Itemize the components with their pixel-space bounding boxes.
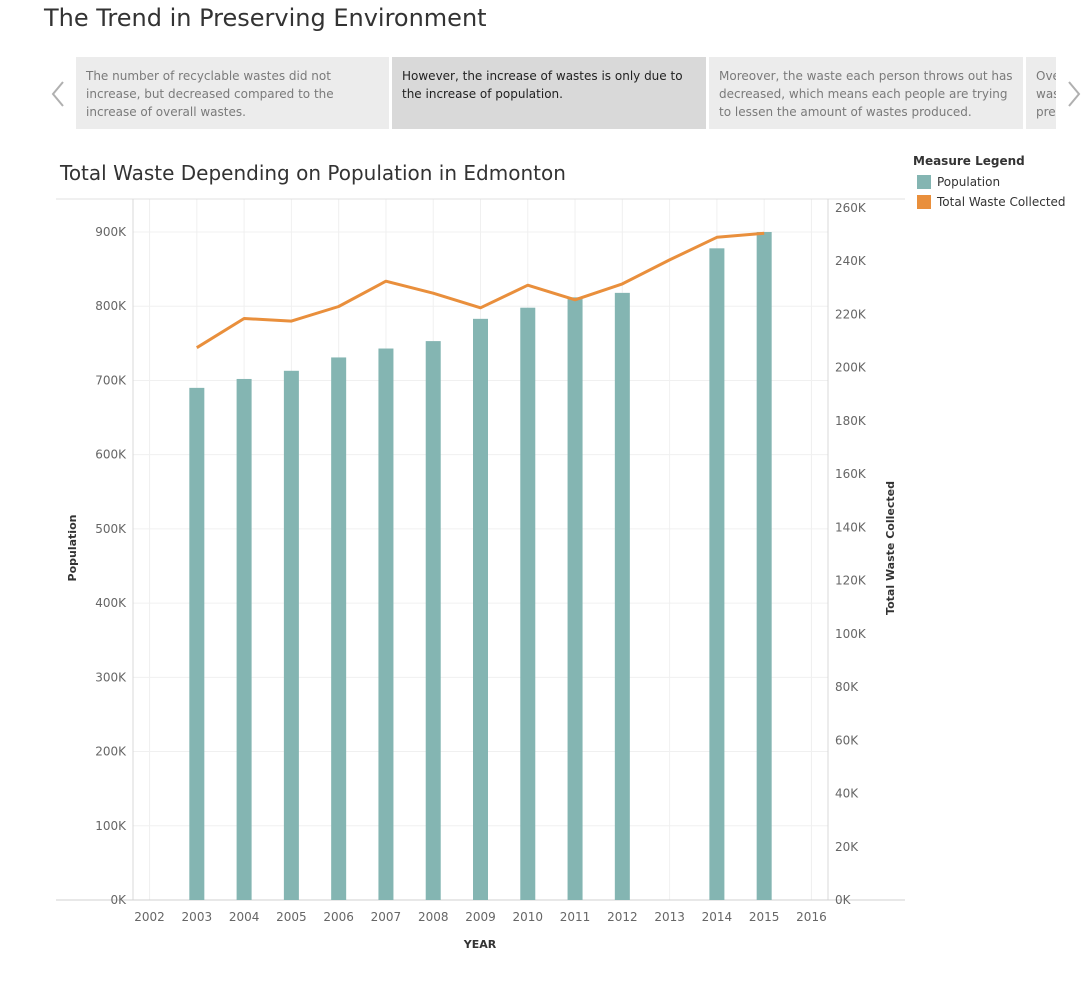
y-tick-label: 400K — [95, 596, 127, 610]
x-axis-title: YEAR — [463, 938, 497, 951]
legend-item-population[interactable]: Population — [913, 172, 1066, 192]
y2-tick-label: 0K — [835, 893, 852, 907]
measure-legend: Measure Legend Population Total Waste Co… — [913, 154, 1066, 212]
y2-tick-label: 220K — [835, 307, 867, 321]
chevron-left-icon[interactable] — [50, 80, 66, 108]
waste-line — [196, 231, 765, 349]
legend-swatch-total-waste — [917, 195, 931, 209]
story-point-3[interactable]: Moreover, the waste each person throws o… — [709, 57, 1023, 129]
population-bar-2010 — [520, 307, 536, 900]
y2-tick-label: 180K — [835, 414, 867, 428]
story-point-1[interactable]: The number of recyclable wastes did not … — [76, 57, 389, 129]
population-bar-2004 — [236, 378, 252, 901]
population-bars — [189, 232, 772, 901]
x-tick-label-2008: 2008 — [418, 910, 449, 924]
y2-tick-label: 100K — [835, 627, 867, 641]
y-tick-label: 300K — [95, 670, 127, 684]
chart-title: Total Waste Depending on Population in E… — [60, 161, 566, 185]
y-tick-label: 0K — [110, 893, 127, 907]
x-tick-label-2014: 2014 — [702, 910, 733, 924]
x-tick-label-2016: 2016 — [796, 910, 827, 924]
y-tick-label: 900K — [95, 225, 127, 239]
y2-tick-label: 240K — [835, 254, 867, 268]
x-tick-label-2005: 2005 — [276, 910, 307, 924]
y2-tick-label: 160K — [835, 467, 867, 481]
y-tick-label: 100K — [95, 819, 127, 833]
story-title: The Trend in Preserving Environment — [44, 4, 487, 32]
legend-swatch-population — [917, 175, 931, 189]
x-tick-label-2002: 2002 — [134, 910, 165, 924]
y2-tick-label: 120K — [835, 574, 867, 588]
total-waste-line — [196, 231, 765, 349]
x-tick-label-2007: 2007 — [371, 910, 402, 924]
population-bar-2011 — [567, 297, 583, 900]
population-bar-2005 — [283, 370, 299, 901]
story-point-4[interactable]: Ove was pre — [1026, 57, 1056, 129]
story-point-2-active[interactable]: However, the increase of wastes is only … — [392, 57, 706, 129]
y-tick-label: 500K — [95, 522, 127, 536]
population-bar-2003 — [189, 387, 205, 900]
x-tick-label-2010: 2010 — [513, 910, 544, 924]
y2-tick-label: 80K — [835, 680, 859, 694]
legend-label-total-waste: Total Waste Collected — [937, 195, 1066, 209]
y-tick-label: 600K — [95, 448, 127, 462]
x-tick-label-2009: 2009 — [465, 910, 496, 924]
y2-tick-label: 260K — [835, 201, 867, 215]
x-tick-label-2012: 2012 — [607, 910, 638, 924]
legend-item-total-waste[interactable]: Total Waste Collected — [913, 192, 1066, 212]
legend-label-population: Population — [937, 175, 1001, 189]
x-tick-label-2003: 2003 — [182, 910, 213, 924]
population-bar-2006 — [331, 357, 347, 900]
y2-axis-title: Total Waste Collected — [884, 481, 897, 615]
population-bar-2007 — [378, 348, 394, 900]
population-bar-2015 — [756, 232, 772, 900]
chevron-right-icon[interactable] — [1066, 80, 1082, 108]
y-tick-label: 200K — [95, 745, 127, 759]
y-tick-label: 700K — [95, 373, 127, 387]
x-tick-label-2013: 2013 — [654, 910, 685, 924]
y2-tick-label: 60K — [835, 733, 859, 747]
y2-tick-label: 20K — [835, 840, 859, 854]
x-tick-label-2015: 2015 — [749, 910, 780, 924]
x-tick-label-2004: 2004 — [229, 910, 260, 924]
x-tick-label-2006: 2006 — [323, 910, 354, 924]
y2-tick-label: 40K — [835, 787, 859, 801]
y2-tick-label: 200K — [835, 361, 867, 375]
legend-title: Measure Legend — [913, 154, 1025, 168]
population-bar-2008 — [425, 341, 441, 900]
population-bar-2014 — [709, 248, 725, 901]
y2-tick-label: 140K — [835, 520, 867, 534]
population-bar-2012 — [614, 292, 630, 901]
x-tick-label-2011: 2011 — [560, 910, 591, 924]
story-point-navigator: The number of recyclable wastes did not … — [76, 57, 1056, 129]
population-bar-2009 — [473, 318, 488, 901]
axes: 2002 2003 2004 2005 2006 2007 2008 2009 2010 2011… — [66, 201, 897, 951]
y-axis-title: Population — [66, 515, 79, 582]
y-tick-label: 800K — [95, 299, 127, 313]
